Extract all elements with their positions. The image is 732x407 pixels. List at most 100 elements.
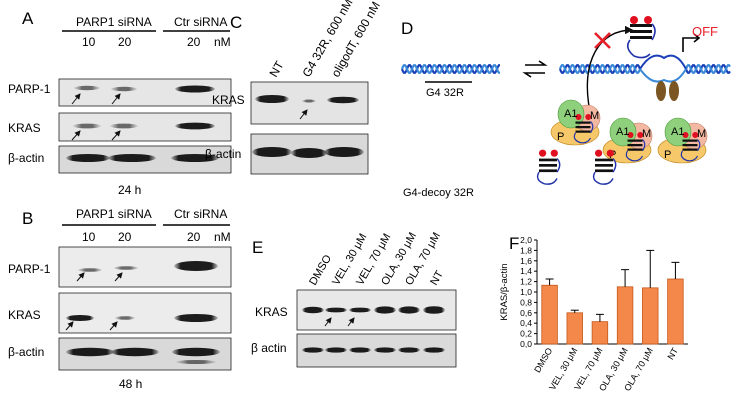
off-label: OFF <box>692 24 718 39</box>
panel-c-row-kras: KRAS <box>212 93 245 107</box>
panel-f-letter: F <box>509 234 519 253</box>
panel-a-band <box>175 122 215 130</box>
panel-e-letter: E <box>252 238 263 257</box>
panel-b-band <box>172 347 220 357</box>
dna-strand <box>558 64 642 74</box>
panel-e-lane-label: NT <box>428 269 446 288</box>
panel-b-letter: B <box>22 209 33 228</box>
panel-a-arrow <box>71 93 81 105</box>
panel-b-band <box>114 266 138 270</box>
panel-d: D G4 32R OFF <box>400 16 731 199</box>
panel-a-unit: nM <box>214 35 231 49</box>
panel-a-arrow <box>71 130 81 141</box>
panel-b-arrow <box>76 272 85 282</box>
y-tick-label: 2,0 <box>520 235 532 245</box>
panel-a-group2-label: Ctr siRNA <box>174 15 227 29</box>
panel-e-band <box>325 307 347 313</box>
panel-e-band <box>423 347 445 353</box>
g-quadruplex-icon <box>536 149 561 185</box>
panel-a-arrow <box>111 130 121 141</box>
panel-e-arrow <box>347 317 355 327</box>
panel-e-band <box>325 347 347 353</box>
panel-a-arrow <box>111 93 121 105</box>
y-tick-label: 0,6 <box>520 308 532 318</box>
panel-b-band <box>174 261 218 271</box>
panel-e-band <box>398 306 420 314</box>
panel-c-band <box>252 147 292 157</box>
panel-b-group1-label: PARP1 siRNA <box>76 207 152 221</box>
dna-strand <box>639 68 687 83</box>
transcription-arrowhead <box>693 33 701 43</box>
protein-a1-shape <box>609 117 637 147</box>
polymerase-shape <box>656 81 666 101</box>
panel-f: F 0,00,20,40,60,81,01,21,41,61,82,0 KRAS/… <box>499 234 688 393</box>
protein-p-label: P <box>664 149 671 161</box>
panel-a-conc-1: 10 <box>82 35 96 49</box>
dna-strand <box>684 64 731 74</box>
panel-b-conc-2: 20 <box>118 230 132 244</box>
y-axis-label: KRAS/β-actin <box>499 263 510 320</box>
panel-a-conc-2: 20 <box>118 35 132 49</box>
panel-a-band <box>110 123 138 129</box>
panel-c-band <box>302 99 316 103</box>
panel-b-unit: nM <box>214 230 231 244</box>
bar <box>566 312 583 345</box>
panel-e-band <box>423 306 445 314</box>
red-x-icon <box>594 32 611 49</box>
panel-a-row-parp1: PARP-1 <box>8 82 51 96</box>
bar <box>591 321 609 345</box>
dna-strand <box>400 64 500 74</box>
panel-b-band <box>111 347 159 357</box>
panel-a: A PARP1 siRNA Ctr siRNA 10 20 20 nM PARP… <box>8 9 232 197</box>
panel-a-conc-3: 20 <box>187 35 201 49</box>
panel-b-row-kras: KRAS <box>8 308 41 322</box>
panel-e-row-kras: KRAS <box>255 305 288 319</box>
g-quadruplex-icon <box>625 132 646 162</box>
dna-strand <box>684 64 731 74</box>
polymerase-shape <box>669 81 679 101</box>
dna-strand <box>400 64 500 74</box>
panel-a-band <box>66 154 110 162</box>
panel-e-band <box>374 306 396 314</box>
protein-a1-label: A1 <box>616 126 629 138</box>
g4-decoy-label: G4-decoy 32R <box>403 187 474 199</box>
dna-duplex-left <box>400 64 500 74</box>
panel-b-band <box>66 347 114 357</box>
y-tick-label: 1,4 <box>520 266 532 276</box>
panel-b-conc-3: 20 <box>187 230 201 244</box>
panel-e-band <box>302 306 324 314</box>
panel-e-arrow <box>324 317 332 327</box>
panel-c-lane-nt: NT <box>266 58 286 79</box>
kras-actin-bar-chart: 0,00,20,40,60,81,01,21,41,61,82,0 KRAS/β-… <box>499 235 688 393</box>
panel-b-blot-kras <box>58 292 232 334</box>
bar <box>616 286 634 345</box>
panel-e-band <box>398 347 420 353</box>
binding-arrow <box>586 25 634 113</box>
panel-a-row-actin: β-actin <box>8 151 44 165</box>
g-quadruplex-icon <box>573 114 594 144</box>
panel-b-band <box>115 316 135 320</box>
equilibrium-arrows <box>522 60 548 78</box>
protein-m-label: M <box>697 128 706 140</box>
y-tick-label: 1,0 <box>520 287 532 297</box>
y-tick-label: 0,0 <box>520 339 532 349</box>
panel-c-band <box>327 96 359 104</box>
panel-c-band <box>255 95 289 103</box>
g-quadruplex-top <box>626 16 656 59</box>
panel-a-band <box>74 85 100 91</box>
y-tick-label: 0,2 <box>520 329 532 339</box>
dna-strand <box>639 54 687 70</box>
panel-c-blot-kras <box>250 81 369 125</box>
panel-a-band <box>175 85 215 93</box>
panel-e-band <box>302 347 324 353</box>
protein-p-label: P <box>557 131 564 143</box>
panel-e-band <box>349 307 371 313</box>
panel-a-letter: A <box>22 9 34 28</box>
y-tick-label: 1,6 <box>520 256 532 266</box>
panel-e-bands <box>302 306 445 353</box>
g4-32r-label: G4 32R <box>426 87 464 99</box>
